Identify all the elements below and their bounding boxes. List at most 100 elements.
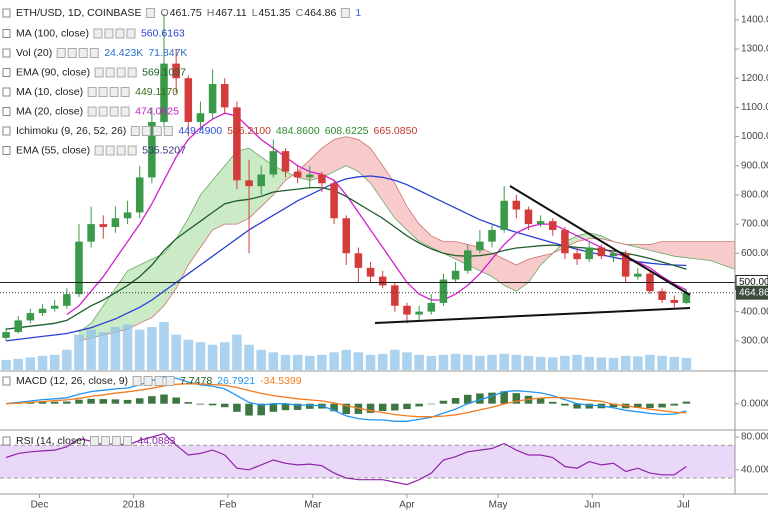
volume-bar bbox=[25, 357, 36, 370]
legend-icon bbox=[87, 87, 97, 97]
volume-bar bbox=[244, 344, 254, 370]
volume-bar bbox=[122, 324, 133, 370]
candle-body bbox=[682, 292, 691, 303]
macd-histogram-bar bbox=[148, 396, 156, 404]
legend-icon bbox=[109, 87, 119, 97]
volume-bar bbox=[317, 354, 327, 370]
ichimoku-cloud bbox=[103, 288, 116, 335]
volume-bar bbox=[49, 354, 60, 370]
macd-histogram-bar bbox=[463, 394, 472, 404]
legend-icon bbox=[105, 67, 115, 78]
volume-bar bbox=[620, 355, 631, 370]
macd-histogram-bar bbox=[184, 402, 193, 404]
toggle-icon bbox=[2, 107, 11, 116]
x-tick-label: Apr bbox=[399, 500, 415, 511]
signal-line bbox=[6, 383, 687, 418]
legend-icon bbox=[89, 436, 99, 446]
macd-histogram-bar bbox=[123, 399, 132, 404]
ichimoku-cloud bbox=[419, 224, 432, 248]
candle-body bbox=[609, 253, 618, 257]
ohlc-value: 451.35 bbox=[259, 7, 291, 19]
volume-bar bbox=[207, 344, 218, 370]
macd-histogram-bar bbox=[609, 403, 618, 408]
candle-body bbox=[135, 177, 144, 213]
ichimoku-cloud bbox=[212, 165, 225, 230]
legend-name: MA (100, close) bbox=[16, 27, 89, 39]
ichimoku-cloud bbox=[200, 180, 213, 248]
legend-icon bbox=[122, 436, 132, 446]
ohlc-value: 461.75 bbox=[170, 7, 202, 19]
volume-bar bbox=[365, 354, 376, 370]
volume-bar bbox=[377, 353, 388, 370]
candle-body bbox=[281, 151, 290, 172]
legend-icon bbox=[98, 87, 108, 97]
ichimoku-cloud bbox=[321, 139, 335, 178]
candle-body bbox=[50, 305, 59, 309]
legend-icon bbox=[94, 67, 104, 78]
ichimoku-cloud bbox=[394, 183, 407, 230]
legend-icon bbox=[89, 48, 99, 58]
macd-histogram-bar bbox=[99, 399, 108, 404]
macd-histogram-bar bbox=[233, 403, 241, 412]
legend-icon bbox=[143, 376, 153, 386]
ichimoku-cloud bbox=[528, 256, 541, 283]
legend-icon bbox=[120, 106, 130, 117]
volume-bar bbox=[183, 339, 194, 370]
legend-name: Vol (20) bbox=[16, 47, 52, 59]
candle-body bbox=[451, 270, 460, 280]
ichimoku-cloud bbox=[151, 253, 165, 318]
legend-icon bbox=[109, 106, 119, 117]
volume-bar bbox=[608, 357, 619, 370]
legend-value: 665.0850 bbox=[374, 125, 418, 137]
ichimoku-cloud bbox=[686, 241, 699, 260]
y-tick-label: 900.00 bbox=[741, 160, 768, 171]
volume-bar bbox=[13, 358, 23, 370]
volume-bar bbox=[669, 356, 680, 370]
candle-body bbox=[87, 224, 95, 242]
level-label: 500.00 bbox=[739, 277, 768, 288]
candle-body bbox=[561, 229, 569, 254]
legend-icon bbox=[104, 28, 114, 39]
legend-icon bbox=[78, 48, 88, 58]
candle-body bbox=[549, 221, 557, 230]
volume-bar bbox=[572, 354, 582, 370]
candle-body bbox=[208, 84, 217, 114]
y-tick-label: 40.0000 bbox=[741, 464, 768, 475]
candle-body bbox=[257, 174, 265, 187]
volume-bar bbox=[560, 355, 570, 370]
volume-bar bbox=[86, 329, 96, 370]
macd-histogram-bar bbox=[500, 391, 508, 404]
toggle-icon bbox=[2, 29, 11, 38]
macd-histogram-bar bbox=[549, 401, 557, 404]
candle-body bbox=[403, 305, 411, 315]
candle-body bbox=[500, 200, 508, 230]
legend-icon bbox=[126, 28, 136, 39]
x-tick-label: Feb bbox=[219, 500, 237, 511]
y-tick-label: 1300.00 bbox=[741, 44, 768, 55]
trend-line bbox=[509, 185, 691, 296]
candle-body bbox=[75, 241, 83, 295]
y-tick-label: 1200.00 bbox=[741, 73, 768, 84]
volume-bar bbox=[134, 329, 145, 370]
volume-bar bbox=[341, 349, 352, 370]
candle-body bbox=[148, 121, 156, 178]
volume-bar bbox=[171, 334, 181, 370]
ohlc-label: L bbox=[252, 7, 258, 19]
candle-body bbox=[196, 113, 205, 122]
macd-histogram-bar bbox=[63, 401, 71, 404]
x-tick-label: Jul bbox=[677, 500, 690, 511]
ohlc-label: O bbox=[160, 7, 168, 19]
candle-body bbox=[123, 212, 132, 219]
y-tick-label: 300.00 bbox=[741, 335, 768, 346]
macd-histogram-bar bbox=[403, 403, 411, 410]
legend-icon bbox=[130, 126, 140, 136]
legend-name: MA (20, close) bbox=[16, 105, 83, 117]
macd-histogram-bar bbox=[646, 403, 654, 409]
volume-bar bbox=[268, 352, 279, 370]
x-tick-label: 2018 bbox=[123, 500, 146, 511]
ichimoku-cloud bbox=[674, 241, 687, 258]
last-price-box bbox=[736, 285, 768, 300]
macd-histogram-bar bbox=[87, 398, 95, 404]
ichimoku-cloud bbox=[504, 259, 517, 292]
